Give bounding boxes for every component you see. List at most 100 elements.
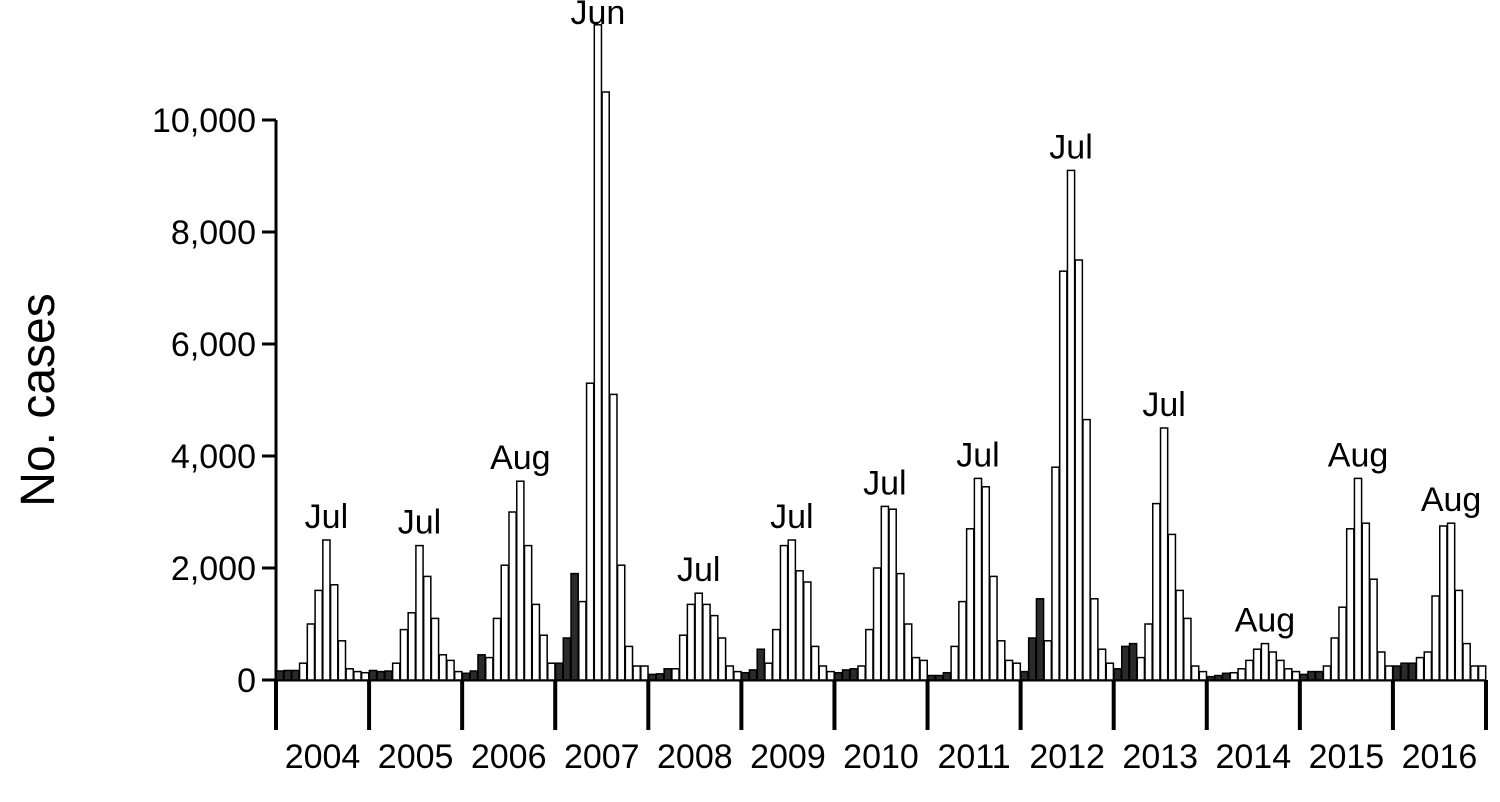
bar-month: [315, 590, 322, 680]
bar-month: [338, 641, 345, 680]
bar-month: [1207, 677, 1214, 680]
bar-month: [1463, 644, 1470, 680]
bar-month: [408, 613, 415, 680]
bar-month: [1098, 649, 1105, 680]
bar-month: [1005, 660, 1012, 680]
bar-month: [323, 540, 330, 680]
bar-month: [866, 630, 873, 680]
bar-month: [664, 669, 671, 680]
bar-month: [1347, 529, 1354, 680]
bar-month: [1161, 428, 1168, 680]
bar-month: [354, 672, 361, 680]
bar-month: [478, 655, 485, 680]
bar-month: [765, 663, 772, 680]
peak-month-label: Aug: [1328, 436, 1389, 474]
bar-month: [1401, 663, 1408, 680]
bar-month: [1199, 672, 1206, 680]
bar-month: [718, 638, 725, 680]
bar-month: [525, 546, 532, 680]
bar-month: [796, 571, 803, 680]
bar-month: [695, 593, 702, 680]
peak-month-label: Jul: [956, 436, 999, 474]
bar-month: [346, 669, 353, 680]
bar-month: [1455, 590, 1462, 680]
bar-month: [819, 666, 826, 680]
bar-month: [672, 669, 679, 680]
bar-month: [1184, 618, 1191, 680]
bar-month: [1424, 652, 1431, 680]
year-label: 2007: [564, 738, 640, 776]
bar-month: [1052, 467, 1059, 680]
y-tick-label: 8,000: [171, 214, 256, 252]
bar-month: [362, 673, 369, 680]
bar-month: [1378, 652, 1385, 680]
bar-month: [1409, 663, 1416, 680]
year-label: 2008: [657, 738, 733, 776]
bar-month: [462, 673, 469, 680]
bar-month: [1362, 523, 1369, 680]
bar-month: [1416, 658, 1423, 680]
bar-month: [486, 658, 493, 680]
bar-month: [1308, 672, 1315, 680]
bar-month: [548, 663, 555, 680]
peak-month-label: Jul: [863, 464, 906, 502]
peak-month-label: Jul: [770, 498, 813, 536]
bar-month: [369, 670, 376, 680]
bar-month: [858, 666, 865, 680]
peak-month-label: Aug: [1421, 481, 1482, 519]
bar-month: [276, 671, 283, 680]
bar-month: [1238, 669, 1245, 680]
bar-month: [509, 512, 516, 680]
bar-month: [687, 604, 694, 680]
bar-month: [400, 630, 407, 680]
chart-svg: 02,0004,0006,0008,00010,000No. cases2004…: [0, 0, 1500, 802]
bar-month: [377, 672, 384, 680]
bar-month: [990, 576, 997, 680]
bar-month: [1021, 672, 1028, 680]
bar-month: [447, 660, 454, 680]
y-tick-label: 0: [237, 662, 256, 700]
peak-month-label: Jul: [677, 551, 720, 589]
bar-month: [835, 673, 842, 680]
bar-month: [1471, 666, 1478, 680]
bar-month: [1300, 674, 1307, 680]
peak-month-label: Jun: [570, 0, 625, 32]
bar-month: [385, 671, 392, 680]
bar-month: [1067, 170, 1074, 680]
peak-month-label: Jul: [1142, 386, 1185, 424]
bar-month: [1479, 666, 1486, 680]
bar-month: [726, 666, 733, 680]
bar-month: [1122, 646, 1129, 680]
year-label: 2010: [843, 738, 919, 776]
bar-month: [1083, 420, 1090, 680]
bar-month: [1044, 641, 1051, 680]
year-label: 2016: [1402, 738, 1478, 776]
bar-month: [1091, 599, 1098, 680]
bar-month: [1137, 658, 1144, 680]
bar-month: [587, 383, 594, 680]
bar-month: [649, 674, 656, 680]
bar-month: [1432, 596, 1439, 680]
year-label: 2009: [750, 738, 826, 776]
bar-month: [1013, 663, 1020, 680]
bar-month: [618, 565, 625, 680]
bar-month: [967, 529, 974, 680]
bar-month: [788, 540, 795, 680]
bar-month: [804, 582, 811, 680]
bar-month: [905, 624, 912, 680]
bar-month: [470, 671, 477, 680]
bar-month: [936, 676, 943, 680]
bar-month: [843, 670, 850, 680]
bar-month: [1254, 649, 1261, 680]
chart-container: 02,0004,0006,0008,00010,000No. cases2004…: [0, 0, 1500, 802]
bar-month: [1393, 666, 1400, 680]
bar-month: [416, 546, 423, 680]
bar-month: [742, 673, 749, 680]
year-label: 2004: [285, 738, 361, 776]
y-axis-label: No. cases: [12, 293, 65, 506]
bar-month: [703, 604, 710, 680]
bar-month: [431, 618, 438, 680]
bar-month: [556, 663, 563, 680]
bar-month: [594, 25, 601, 680]
bar-month: [874, 568, 881, 680]
